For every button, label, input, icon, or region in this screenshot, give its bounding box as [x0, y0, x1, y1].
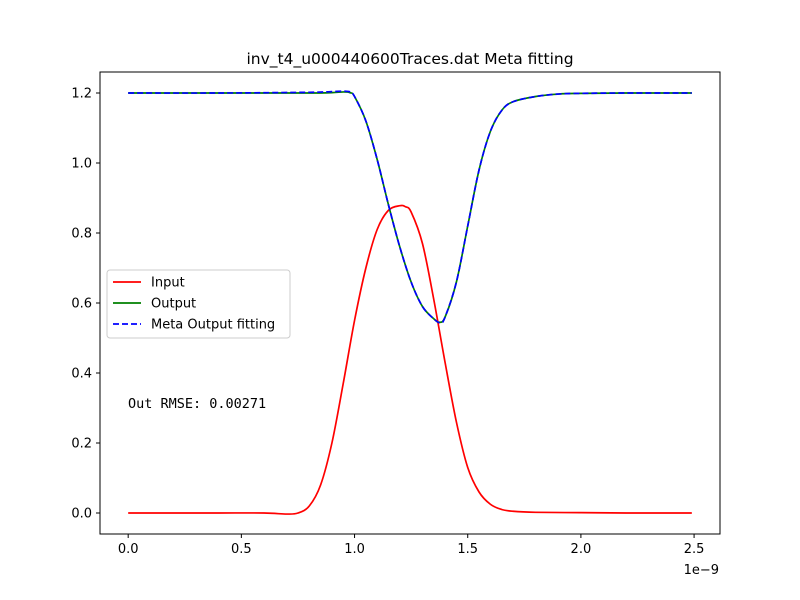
x-tick-label: 0.5: [231, 542, 252, 557]
legend-frame: [106, 269, 291, 339]
x-tick-label: 2.0: [571, 542, 592, 557]
legend-label-input: Input: [151, 276, 185, 291]
y-tick-label: 0.6: [71, 297, 92, 312]
x-tick-label: 1.5: [457, 542, 478, 557]
y-tick-label: 0.0: [71, 507, 92, 522]
series-line-meta-output-fitting: [128, 90, 692, 324]
x-axis: 0.0 0.5 1.0 1.5 2.0 2.5: [118, 534, 705, 557]
y-tick-label: 1.2: [71, 87, 92, 102]
x-axis-offset-label: 1e−9: [684, 563, 719, 578]
series-layer: [128, 90, 692, 515]
series-line-input: [128, 204, 692, 515]
legend-label-meta-output-fitting: Meta Output fitting: [151, 318, 275, 333]
rmse-annotation: Out RMSE: 0.00271: [128, 396, 266, 412]
legend-label-output: Output: [151, 297, 196, 312]
x-tick-label: 1.0: [344, 542, 365, 557]
chart-title: inv_t4_u000440600Traces.dat Meta fitting: [246, 50, 573, 69]
x-tick-label: 2.5: [684, 542, 705, 557]
y-axis: 0.0 0.2 0.4 0.6 0.8 1.0 1.2: [71, 87, 100, 522]
y-tick-label: 0.8: [71, 227, 92, 242]
x-tick-label: 0.0: [118, 542, 139, 557]
y-tick-label: 1.0: [71, 157, 92, 172]
y-tick-label: 0.2: [71, 437, 92, 452]
legend-entries: Input Output Meta Output fitting: [113, 276, 275, 333]
y-tick-label: 0.4: [71, 367, 92, 382]
legend: Input Output Meta Output fitting: [106, 269, 291, 339]
